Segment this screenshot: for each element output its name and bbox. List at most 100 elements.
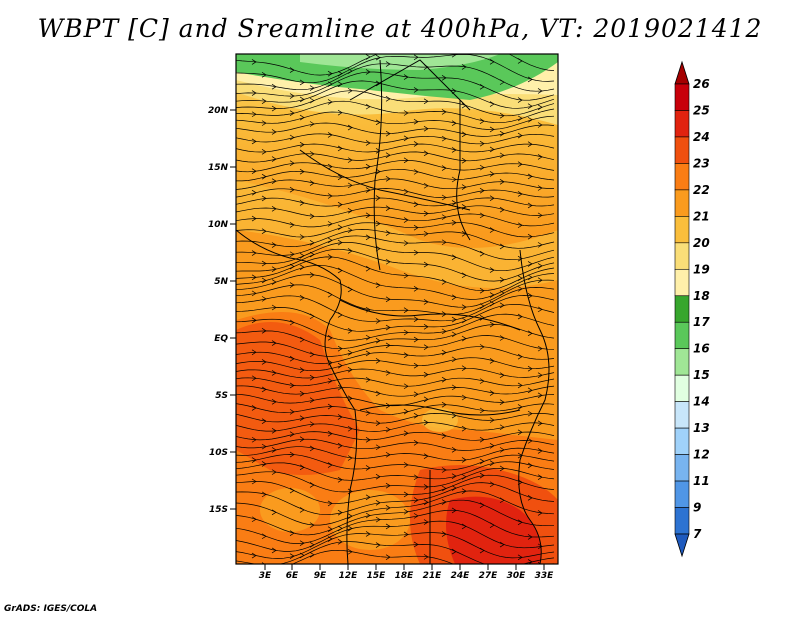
streamline-arrow bbox=[479, 187, 485, 194]
lon-label-21e: 21E bbox=[423, 571, 443, 581]
streamline-arrow bbox=[403, 430, 409, 437]
streamline-arrow bbox=[499, 302, 505, 309]
streamline-arrow bbox=[413, 474, 419, 481]
streamline-arrow bbox=[365, 437, 371, 443]
lon-label-27e: 27E bbox=[479, 571, 499, 581]
streamline-arrow bbox=[441, 194, 447, 201]
colorbar-label: 14 bbox=[693, 395, 710, 409]
streamline-arrow bbox=[479, 212, 485, 219]
streamline-arrow bbox=[327, 335, 333, 341]
streamline-arrow bbox=[299, 141, 305, 148]
streamline-arrow bbox=[489, 300, 495, 307]
streamline-arrow bbox=[537, 448, 543, 454]
streamline-arrow bbox=[413, 169, 419, 175]
streamline bbox=[236, 256, 555, 292]
streamline-arrow bbox=[299, 295, 305, 301]
lon-label-12e: 12E bbox=[339, 571, 359, 581]
streamline-arrow bbox=[403, 408, 409, 415]
streamline-arrow bbox=[499, 277, 505, 283]
streamline-arrow bbox=[499, 335, 505, 341]
streamline-arrow bbox=[299, 436, 305, 443]
lat-label-5n: 5N bbox=[214, 277, 228, 287]
colorbar-label: 17 bbox=[693, 315, 710, 329]
streamline bbox=[236, 229, 555, 249]
streamline-arrow bbox=[403, 352, 409, 358]
streamline-arrow bbox=[309, 552, 315, 558]
colorbar-segment bbox=[674, 480, 690, 508]
streamline-arrow bbox=[337, 239, 343, 246]
streamline-arrow bbox=[385, 554, 391, 560]
streamline-arrow bbox=[489, 417, 495, 423]
streamline bbox=[236, 100, 555, 124]
streamline-arrow bbox=[461, 335, 467, 342]
streamline-arrow bbox=[251, 90, 257, 96]
streamline-arrow bbox=[261, 443, 267, 450]
streamline-arrow bbox=[423, 150, 429, 157]
streamline bbox=[236, 71, 555, 101]
streamline bbox=[236, 90, 555, 117]
streamline-arrow bbox=[309, 251, 315, 258]
streamline-arrow bbox=[251, 478, 257, 485]
streamline bbox=[236, 122, 555, 137]
streamline-arrow bbox=[403, 383, 409, 390]
colorbar-label: 24 bbox=[693, 130, 710, 144]
lat-label-10s: 10S bbox=[209, 448, 228, 458]
streamline-arrow bbox=[289, 282, 295, 288]
streamline-arrow bbox=[309, 85, 315, 91]
streamline bbox=[236, 377, 555, 387]
streamline bbox=[236, 520, 555, 552]
streamline-arrow bbox=[461, 184, 467, 190]
streamline-arrow bbox=[499, 79, 505, 85]
streamline-arrow bbox=[461, 457, 467, 463]
streamline-arrow bbox=[365, 334, 371, 341]
streamline-arrow bbox=[413, 87, 419, 93]
streamline-arrow bbox=[441, 467, 447, 473]
streamline-arrow bbox=[537, 345, 543, 352]
streamline-arrow bbox=[479, 502, 485, 508]
streamline-arrow bbox=[337, 525, 343, 532]
streamline-arrow bbox=[461, 157, 467, 164]
streamline-arrow bbox=[527, 261, 533, 267]
colorbar-segment bbox=[674, 374, 690, 402]
streamline bbox=[236, 393, 555, 407]
streamline-arrow bbox=[499, 152, 505, 159]
streamline-arrow bbox=[271, 399, 277, 405]
streamline-arrow bbox=[289, 251, 295, 258]
streamline-arrow bbox=[461, 523, 467, 530]
streamline-arrow bbox=[527, 233, 533, 240]
streamline-arrow bbox=[489, 126, 495, 133]
streamline-arrow bbox=[375, 148, 381, 154]
colorbar-segment bbox=[674, 348, 690, 376]
streamline-arrow bbox=[451, 176, 457, 183]
lon-label-33e: 33E bbox=[535, 571, 555, 581]
streamline-arrow bbox=[527, 462, 533, 469]
streamline-arrow bbox=[365, 512, 371, 519]
streamline-arrow bbox=[517, 255, 523, 262]
streamline-arrow bbox=[499, 178, 505, 185]
streamline-arrow bbox=[271, 447, 277, 453]
streamline-arrow bbox=[251, 375, 257, 382]
streamline-arrow bbox=[327, 132, 333, 138]
streamline bbox=[236, 160, 555, 173]
streamline-arrow bbox=[289, 222, 295, 228]
streamline-arrow bbox=[517, 519, 523, 526]
streamline-arrow bbox=[261, 359, 267, 365]
streamline-arrow bbox=[403, 135, 409, 142]
streamline-arrow bbox=[451, 507, 457, 514]
streamline-arrow bbox=[403, 110, 409, 116]
streamline-arrow bbox=[517, 286, 523, 292]
streamline bbox=[236, 532, 555, 559]
colorbar-label: 9 bbox=[693, 501, 701, 515]
streamline-arrow bbox=[479, 547, 485, 554]
lon-label-15e: 15E bbox=[367, 571, 387, 581]
grads-credit: GrADS: IGES/COLA bbox=[4, 604, 98, 614]
streamline-arrow bbox=[403, 491, 409, 498]
colorbar-segment bbox=[674, 321, 690, 350]
streamline bbox=[236, 346, 555, 364]
streamline bbox=[236, 474, 555, 504]
streamline-arrow bbox=[441, 135, 447, 142]
streamline bbox=[236, 80, 555, 109]
streamline-arrow bbox=[327, 237, 333, 244]
colorbar-segment bbox=[674, 295, 690, 323]
streamline-arrow bbox=[327, 81, 333, 87]
